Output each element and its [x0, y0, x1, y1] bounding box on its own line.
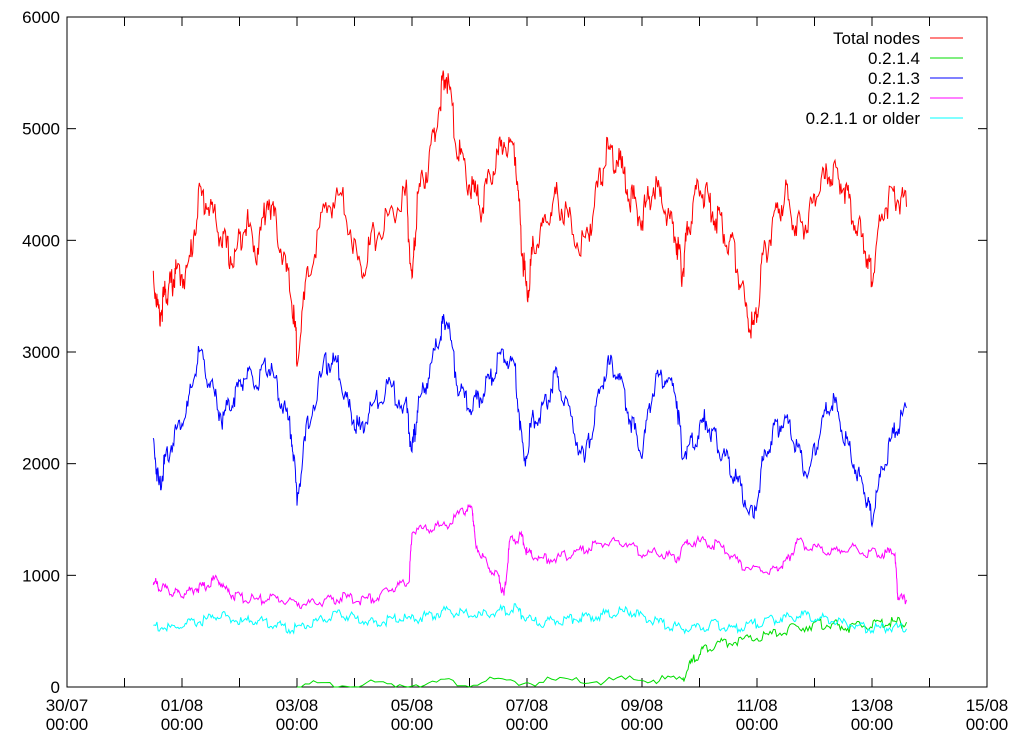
y-tick-label: 0 — [51, 678, 60, 697]
y-tick-label: 1000 — [22, 566, 60, 585]
y-tick-label: 6000 — [22, 8, 60, 27]
x-tick-label-date: 01/08 — [161, 696, 204, 715]
series-line-4 — [152, 503, 907, 610]
x-tick-label-time: 00:00 — [276, 715, 319, 734]
legend-label: 0.2.1.3 — [868, 69, 920, 88]
x-tick-label-time: 00:00 — [391, 715, 434, 734]
series-line-3 — [152, 314, 907, 528]
y-tick-label: 3000 — [22, 343, 60, 362]
x-tick-label-time: 00:00 — [621, 715, 664, 734]
series-line-1 — [152, 70, 907, 367]
legend-label: 0.2.1.1 or older — [806, 109, 921, 128]
y-tick-label: 2000 — [22, 455, 60, 474]
x-tick-label-date: 05/08 — [391, 696, 434, 715]
series-line-2 — [297, 616, 907, 688]
x-tick-label-time: 00:00 — [506, 715, 549, 734]
x-tick-label-date: 11/08 — [736, 696, 777, 715]
x-tick-label-date: 30/07 — [46, 696, 89, 715]
x-tick-label-time: 00:00 — [736, 715, 779, 734]
y-axis: 0 1000 2000 3000 4000 5000 6000 — [22, 8, 987, 697]
x-tick-label-date: 09/08 — [621, 696, 664, 715]
legend: Total nodes0.2.1.40.2.1.30.2.1.20.2.1.1 … — [806, 29, 963, 128]
series-lines — [152, 70, 907, 688]
x-axis: 30/0700:0001/0800:0003/0800:0005/0800:00… — [46, 17, 1009, 734]
x-tick-label-date: 15/08 — [966, 696, 1009, 715]
x-tick-label-date: 13/08 — [851, 696, 894, 715]
y-tick-label: 5000 — [22, 120, 60, 139]
x-tick-label-date: 03/08 — [276, 696, 319, 715]
x-tick-label-date: 07/08 — [506, 696, 549, 715]
x-tick-label-time: 00:00 — [46, 715, 89, 734]
x-tick-label-time: 00:00 — [851, 715, 894, 734]
legend-label: 0.2.1.2 — [868, 89, 920, 108]
legend-label: 0.2.1.4 — [868, 49, 920, 68]
y-tick-label: 4000 — [22, 231, 60, 250]
series-line-5 — [153, 603, 907, 635]
x-tick-label-time: 00:00 — [161, 715, 204, 734]
x-tick-label-time: 00:00 — [966, 715, 1009, 734]
legend-label: Total nodes — [833, 29, 920, 48]
